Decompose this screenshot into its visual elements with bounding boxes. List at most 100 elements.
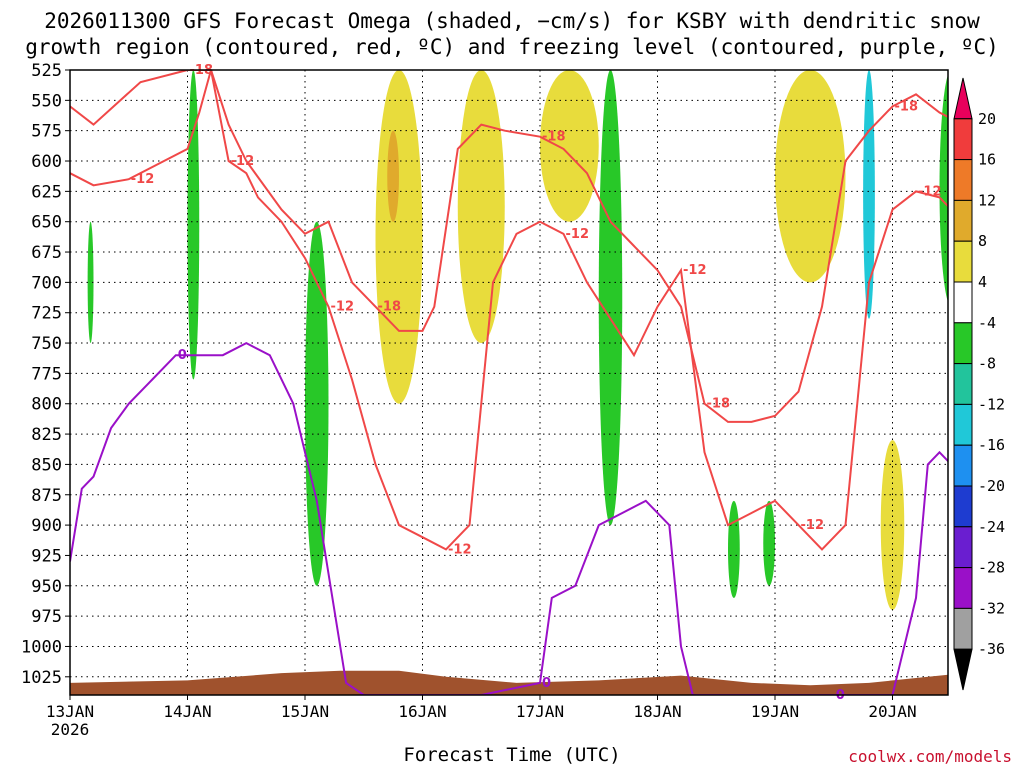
contour-label-0-5: -12 [683, 263, 707, 278]
contour-label-0-3: -12 [448, 542, 472, 557]
contour-label-2-1: 0 [542, 676, 551, 691]
contour-label-0-1: -12 [231, 154, 255, 169]
y-tick-label-750: 750 [31, 334, 62, 354]
x-tick-label-0: 13JAN [46, 702, 94, 721]
colorbar-swatch-3 [953, 199, 973, 242]
y-tick-label-625: 625 [31, 182, 62, 202]
colorbar-label-9: -20 [978, 477, 1005, 495]
contour-label-1-3: -18 [707, 397, 731, 412]
gridlines [69, 69, 948, 695]
omega-region-6 [540, 70, 599, 222]
y-tick-label-650: 650 [31, 213, 62, 233]
colorbar-swatch-7 [953, 363, 973, 405]
contour-label-0-4: -12 [566, 227, 590, 242]
omega-region-1 [187, 70, 200, 380]
y-tick-label-875: 875 [31, 486, 62, 506]
colorbar-swatch-4 [953, 240, 973, 283]
x-tick-label-2: 15JAN [281, 702, 329, 721]
contour-label-0-6: -12 [801, 518, 825, 533]
contour-line-1 [70, 70, 948, 423]
colorbar-label-13: -36 [978, 640, 1005, 658]
omega-region-9 [763, 500, 775, 586]
omega-region-4 [387, 130, 399, 222]
omega-region-7 [598, 70, 623, 526]
x-axis-title: Forecast Time (UTC) [403, 744, 621, 766]
colorbar: 20 16 12 8 4 -4 -8 -12 -16 -20 -24 -28 -32 -36 [953, 77, 1005, 691]
contour-label-0-0: -12 [131, 172, 155, 187]
colorbar-swatch-14 [953, 648, 973, 691]
x-axis: 13JAN 14JAN 15JAN 16JAN 17JAN 18JAN 19JAN 20JAN… [46, 695, 917, 739]
y-tick-label-550: 550 [31, 91, 62, 111]
colorbar-swatch-0 [953, 77, 973, 120]
y-tick-label-1000: 1000 [21, 637, 62, 657]
x-tick-label-6: 19JAN [751, 702, 799, 721]
colorbar-label-0: 20 [978, 110, 996, 128]
colorbar-label-11: -28 [978, 559, 1005, 577]
chart-title-line1: 2026011300 GFS Forecast Omega (shaded, −… [44, 9, 980, 33]
colorbar-swatch-2 [953, 159, 973, 201]
colorbar-label-5: -4 [978, 314, 996, 332]
colorbar-swatch-8 [953, 403, 973, 446]
colorbar-swatch-11 [953, 526, 973, 569]
y-tick-label-825: 825 [31, 425, 62, 445]
colorbar-swatch-12 [953, 567, 973, 609]
colorbar-label-12: -32 [978, 599, 1005, 617]
omega-region-8 [728, 500, 740, 598]
contour-lines [70, 70, 948, 695]
contour-labels: -12-12-12-12-12-12-12-12-18-18-18-18-180… [131, 63, 942, 703]
y-tick-label-600: 600 [31, 152, 62, 172]
terrain [70, 670, 948, 695]
y-axis: 525 550 575 600 625 650 675 700 725 750 775 800 825 8… [21, 61, 70, 688]
colorbar-swatch-1 [953, 118, 973, 161]
colorbar-label-4: 4 [978, 273, 987, 291]
terrain-surface [70, 670, 948, 695]
y-tick-label-725: 725 [31, 304, 62, 324]
omega-region-11 [863, 70, 875, 319]
plot-border [69, 69, 949, 696]
colorbar-swatch-13 [953, 607, 973, 650]
contour-label-1-2: -18 [542, 130, 566, 145]
contour-label-2-0: 0 [178, 348, 187, 363]
x-tick-label-4: 17JAN [516, 702, 564, 721]
x-tick-label-7: 20JAN [868, 702, 916, 721]
contour-label-1-4: -18 [895, 99, 919, 114]
y-tick-label-975: 975 [31, 607, 62, 627]
omega-region-12 [880, 440, 905, 611]
y-tick-label-675: 675 [31, 243, 62, 263]
y-tick-label-575: 575 [31, 122, 62, 142]
credit-text: coolwx.com/models [848, 747, 1012, 766]
contour-label-0-2: -12 [331, 300, 355, 315]
omega-region-10 [775, 70, 846, 283]
omega-region-13 [939, 74, 948, 303]
colorbar-label-10: -24 [978, 518, 1005, 536]
contour-label-1-1: -18 [378, 300, 402, 315]
colorbar-swatch-6 [953, 322, 973, 365]
contour-label-0-7: -12 [918, 184, 942, 199]
colorbar-label-1: 16 [978, 151, 996, 169]
y-tick-label-775: 775 [31, 364, 62, 384]
colorbar-label-2: 12 [978, 191, 996, 209]
y-tick-label-800: 800 [31, 395, 62, 415]
x-tick-label-5: 18JAN [633, 702, 681, 721]
colorbar-label-7: -12 [978, 395, 1005, 413]
x-tick-label-3: 16JAN [398, 702, 446, 721]
omega-shading [87, 70, 948, 611]
colorbar-swatch-9 [953, 444, 973, 487]
x-tick-label-1: 14JAN [163, 702, 211, 721]
colorbar-swatch-5 [953, 281, 973, 324]
y-tick-label-850: 850 [31, 455, 62, 475]
colorbar-label-8: -16 [978, 436, 1005, 454]
omega-region-2 [305, 221, 329, 586]
colorbar-label-3: 8 [978, 232, 987, 250]
y-tick-label-900: 900 [31, 516, 62, 536]
colorbar-swatch-10 [953, 485, 973, 528]
x-year-label: 2026 [51, 720, 90, 739]
y-tick-label-700: 700 [31, 273, 62, 293]
y-tick-label-525: 525 [31, 61, 62, 81]
chart-title-line2: growth region (contoured, red, ºC) and f… [25, 35, 999, 59]
y-tick-label-1025: 1025 [21, 668, 62, 688]
omega-region-3 [375, 70, 423, 404]
chart-title: 2026011300 GFS Forecast Omega (shaded, −… [0, 8, 1024, 60]
y-tick-label-950: 950 [31, 577, 62, 597]
